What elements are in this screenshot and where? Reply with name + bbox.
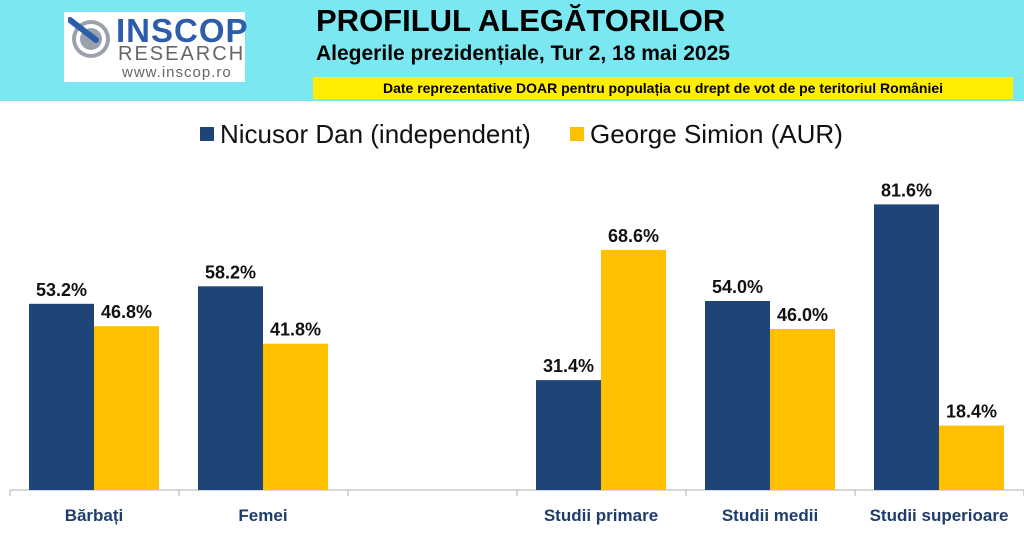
bar-chart: 53.2% 46.8% Bărbați 58.2% 41.8% Femei 31.4% 68.… <box>9 180 1024 525</box>
bar-value-label: 46.0% <box>777 305 828 325</box>
bar-value-label: 81.6% <box>881 180 932 200</box>
header-band: INSCOP RESEARCH www.inscop.ro PROFILUL A… <box>0 0 1024 101</box>
bar-value-label: 41.8% <box>270 320 321 340</box>
bar-dan-4 <box>705 301 770 490</box>
logo-name: INSCOP <box>116 12 249 49</box>
bar-value-label: 31.4% <box>543 356 594 376</box>
bar-dan-0 <box>29 303 94 490</box>
bar-value-label: 54.0% <box>712 277 763 297</box>
logo-url: www.inscop.ro <box>122 64 232 81</box>
disclaimer-banner: Date reprezentative DOAR pentru populați… <box>313 77 1013 99</box>
bar-dan-3 <box>536 380 601 490</box>
bar-value-label: 68.6% <box>608 226 659 246</box>
category-label: Studii primare <box>544 506 658 525</box>
category-label: Studii superioare <box>870 506 1009 525</box>
bar-value-label: 46.8% <box>101 302 152 322</box>
chart-legend: Nicusor Dan (independent) George Simion … <box>0 118 1024 150</box>
bar-value-label: 18.4% <box>946 402 997 422</box>
bar-simion-5 <box>939 425 1004 490</box>
bar-simion-1 <box>263 343 328 490</box>
legend-swatch-simion <box>570 127 584 141</box>
category-label: Studii medii <box>722 506 818 525</box>
category-label: Femei <box>238 506 287 525</box>
logo-sub: RESEARCH <box>118 43 246 65</box>
inscop-logo: INSCOP RESEARCH www.inscop.ro <box>64 12 248 82</box>
logo-circle-icon <box>68 17 110 58</box>
bar-simion-3 <box>601 249 666 490</box>
legend-label-simion: George Simion (AUR) <box>590 119 843 149</box>
category-label: Bărbați <box>65 506 124 525</box>
bar-value-label: 58.2% <box>205 262 256 282</box>
legend-label-dan: Nicusor Dan (independent) <box>220 119 531 149</box>
bar-simion-0 <box>94 326 159 490</box>
bar-simion-4 <box>770 329 835 490</box>
bar-dan-1 <box>198 286 263 490</box>
legend-swatch-dan <box>200 127 214 141</box>
page-subtitle: Alegerile prezidențiale, Tur 2, 18 mai 2… <box>316 42 730 65</box>
bar-value-label: 53.2% <box>36 280 87 300</box>
page-title: PROFILUL ALEGĂTORILOR <box>316 3 726 38</box>
bar-dan-5 <box>874 204 939 490</box>
